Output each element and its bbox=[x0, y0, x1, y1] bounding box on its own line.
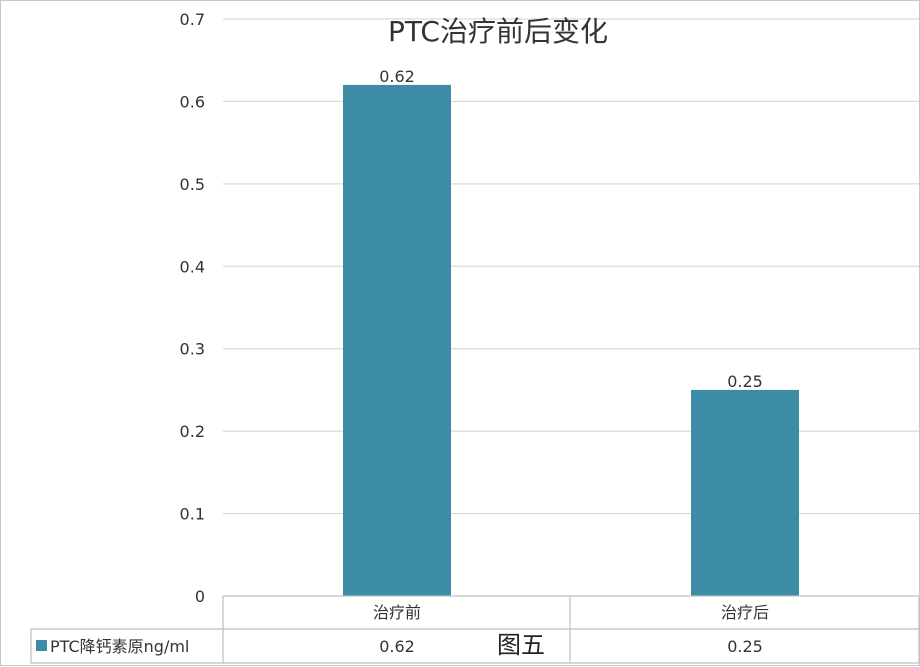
data-labels: 0.62 0.25 bbox=[379, 67, 763, 391]
bar bbox=[691, 389, 799, 596]
y-tick-label: 0.7 bbox=[180, 10, 205, 29]
data-label: 0.62 bbox=[379, 67, 415, 86]
chart-title: PTC治疗前后变化 bbox=[388, 15, 608, 48]
y-tick-label: 0.5 bbox=[180, 175, 205, 194]
legend-label: PTC降钙素原ng/ml bbox=[50, 637, 189, 656]
y-tick-labels: 0 0.1 0.2 0.3 0.4 0.5 0.6 0.7 bbox=[180, 10, 205, 606]
bars bbox=[343, 84, 799, 596]
figure-caption: 图五 bbox=[497, 631, 545, 659]
y-tick-label: 0.2 bbox=[180, 422, 205, 441]
gridlines bbox=[223, 18, 919, 515]
legend-swatch bbox=[36, 640, 47, 651]
x-tick-label: 治疗后 bbox=[721, 603, 769, 622]
y-tick-label: 0.3 bbox=[180, 340, 205, 359]
bar bbox=[343, 84, 451, 596]
table-value: 0.62 bbox=[379, 637, 415, 656]
data-table: 治疗前 治疗后 PTC降钙素原ng/ml 0.62 0.25 bbox=[30, 595, 920, 664]
y-tick-label: 0.4 bbox=[180, 257, 205, 276]
data-label: 0.25 bbox=[727, 372, 763, 391]
x-tick-label: 治疗前 bbox=[373, 603, 421, 622]
y-tick-label: 0.1 bbox=[180, 505, 205, 524]
y-tick-label: 0.6 bbox=[180, 92, 205, 111]
y-tick-label: 0 bbox=[195, 587, 205, 606]
table-value: 0.25 bbox=[727, 637, 763, 656]
